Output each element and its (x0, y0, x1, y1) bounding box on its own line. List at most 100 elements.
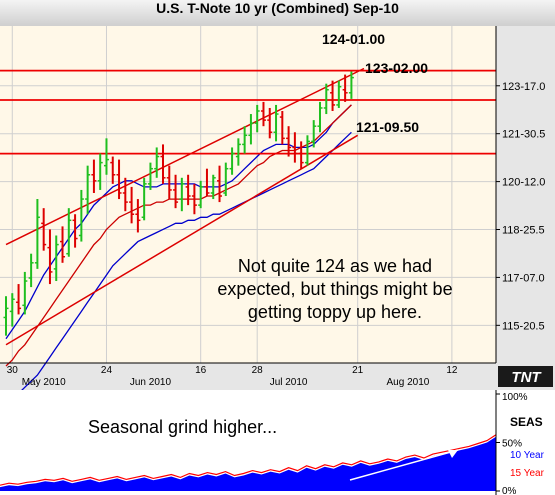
ohlc-bar (91, 159, 97, 193)
ohlc-bar (204, 168, 210, 197)
x-axis-panel (0, 363, 496, 390)
annotation-arrow-head (448, 450, 458, 458)
ohlc-bar (22, 271, 28, 315)
trend-channel (5, 67, 365, 346)
support-resistance-levels: 124-01.00 123-02.00 121-09.50 (0, 31, 496, 155)
seasonal-line-15-year (0, 434, 497, 486)
title-bar: U.S. T-Note 10 yr (Combined) Sep-10 (0, 0, 555, 27)
ohlc-bar (210, 174, 216, 200)
annotation-arrow-shaft (349, 449, 459, 481)
x-day-label: 12 (446, 365, 458, 376)
ohlc-bar (85, 165, 91, 215)
x-day-label: 24 (101, 365, 113, 376)
ohlc-bar (260, 101, 266, 127)
x-month-label: Jun 2010 (130, 377, 172, 388)
y-tick-label: 115-20.5 (502, 320, 545, 332)
ohlc-bar (242, 126, 248, 154)
ohlc-bar (34, 199, 40, 269)
ohlc-bar (72, 214, 78, 248)
ohlc-bar (116, 159, 122, 200)
ohlc-bar (78, 189, 84, 242)
ohlc-bar (235, 138, 241, 166)
ohlc-bar (60, 226, 66, 263)
ohlc-bar (273, 104, 279, 142)
ohlc-bar (179, 177, 185, 212)
annotation-line: Not quite 124 as we had (238, 256, 432, 276)
x-day-label: 21 (352, 365, 364, 376)
ohlc-bar (129, 186, 135, 224)
ohlc-bar (298, 141, 304, 169)
ohlc-bar (16, 284, 22, 315)
ohlc-bar (9, 293, 15, 327)
ohlc-bar (223, 162, 229, 197)
ohlc-bar (103, 138, 109, 175)
y-tick-label: 117-07.0 (502, 272, 545, 284)
level-label: 124-01.00 (322, 31, 385, 47)
ohlc-bar (135, 199, 141, 233)
seasonal-chart: 100% 50% 0% SEAS 10 Year 15 Year Seasonal grin… (0, 390, 555, 495)
x-axis-ticks: 30 24 16 28 21 12 May 2010 Jun 2010 Jul 2010 Aug … (7, 365, 458, 388)
ohlc-bar (141, 177, 147, 221)
ohlc-bar (122, 177, 128, 212)
ohlc-bar (254, 104, 260, 133)
ohlc-bar (41, 208, 47, 251)
x-day-label: 28 (252, 365, 264, 376)
ohlc-bar (53, 235, 59, 282)
legend-10-year: 10 Year (510, 450, 545, 461)
ohlc-bar (198, 180, 204, 209)
ohlc-bar (279, 111, 285, 145)
ohlc-bar (160, 144, 166, 184)
annotation-line: expected, but things might be (217, 279, 452, 299)
seasonal-title: SEAS (510, 415, 543, 429)
tnt-logo: TNT (498, 366, 553, 387)
ohlc-bar (229, 147, 235, 175)
x-day-label: 30 (7, 365, 19, 376)
seasonal-axis-panel (496, 390, 555, 495)
y-tick-label: 118-25.5 (502, 225, 545, 237)
ohlc-bar (154, 147, 160, 178)
price-annotation: Not quite 124 as we had expected, but thi… (217, 256, 452, 322)
logo-text: TNT (511, 369, 542, 386)
level-label: 123-02.00 (365, 60, 428, 76)
ohlc-bar (173, 174, 179, 209)
ohlc-bar (110, 156, 116, 184)
plot-background (0, 26, 496, 363)
channel-line (5, 67, 365, 246)
legend-15-year: 15 Year (510, 468, 545, 479)
seasonal-y-tick-label: 100% (502, 392, 528, 403)
ohlc-bar (191, 183, 197, 215)
y-axis-panel (496, 26, 555, 390)
ohlc-bar (336, 80, 342, 108)
ohlc-bar (330, 80, 336, 112)
x-month-label: Aug 2010 (387, 377, 430, 388)
y-tick-label: 120-12.0 (502, 177, 545, 189)
ohlc-bar (217, 165, 223, 203)
y-tick-label: 121-30.5 (502, 129, 545, 141)
x-day-label: 16 (195, 365, 207, 376)
chart-title: U.S. T-Note 10 yr (Combined) Sep-10 (156, 0, 399, 16)
y-tick-label: 123-17.0 (502, 81, 545, 93)
logo-background (498, 366, 553, 387)
seasonal-area-10-year (0, 436, 496, 491)
ohlc-bar (66, 208, 72, 257)
x-month-label: Jul 2010 (270, 377, 308, 388)
ohlc-bar (47, 229, 53, 285)
ohlc-bar (323, 83, 329, 115)
ohlc-bar (166, 165, 172, 200)
ohlc-bar (185, 174, 191, 206)
ohlc-bar (292, 132, 298, 163)
channel-line (5, 134, 359, 346)
ohlc-bar (28, 253, 34, 288)
moving-average-line (21, 131, 352, 390)
price-chart: 124-01.00 123-02.00 121-09.50 123-17.0 121-3… (0, 26, 555, 390)
x-month-label: May 2010 (22, 377, 66, 388)
seasonal-y-tick-label: 0% (502, 486, 517, 495)
ohlc-bar (147, 162, 153, 190)
level-label: 121-09.50 (356, 119, 419, 135)
ohlc-bar (311, 120, 317, 148)
ohlc-bar (342, 74, 348, 102)
ohlc-bar (317, 101, 323, 133)
ohlc-bar (348, 71, 354, 99)
seasonal-annotation: Seasonal grind higher... (88, 417, 277, 437)
